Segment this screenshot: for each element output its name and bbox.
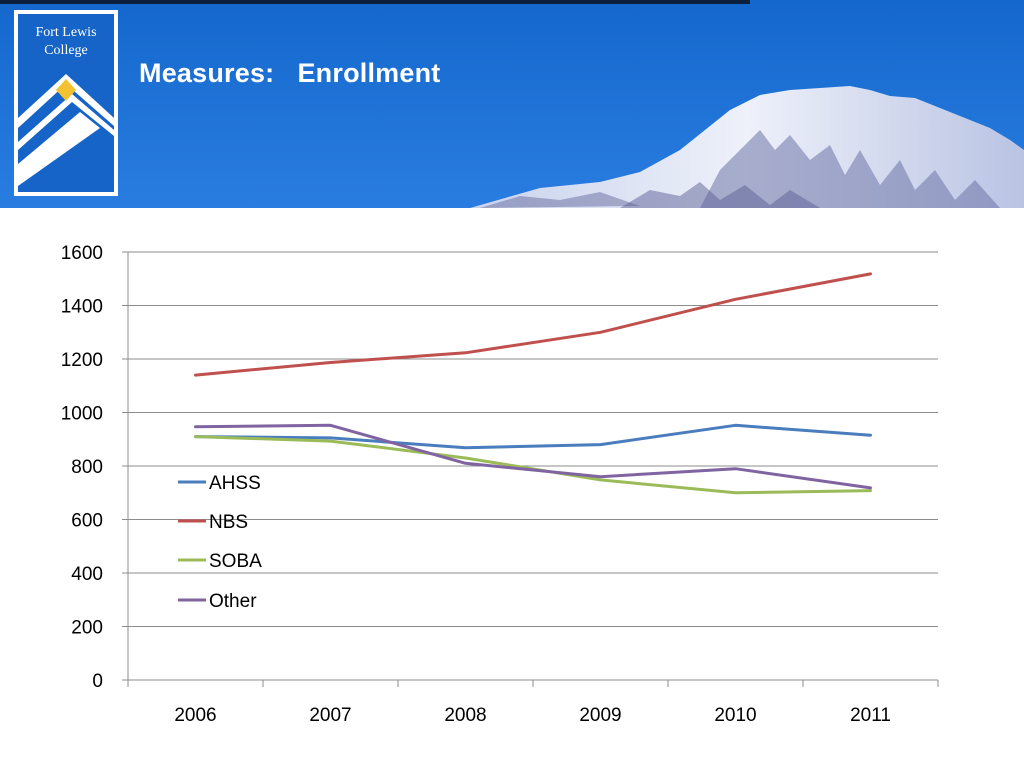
college-logo bbox=[14, 10, 118, 196]
header-banner: Fort Lewis College Measures: Enrollment bbox=[0, 0, 1024, 208]
logo-text: Fort Lewis College bbox=[35, 25, 96, 58]
x-tick-label: 2007 bbox=[309, 705, 351, 726]
y-tick-label: 800 bbox=[71, 457, 103, 478]
legend-label-other: Other bbox=[209, 591, 257, 612]
x-tick-label: 2011 bbox=[850, 705, 891, 726]
x-tick-label: 2009 bbox=[579, 705, 621, 726]
y-tick-label: 0 bbox=[92, 671, 103, 692]
logo-line-1: Fort Lewis bbox=[35, 25, 96, 40]
y-tick-label: 1600 bbox=[61, 243, 103, 264]
y-tick-label: 400 bbox=[71, 564, 103, 585]
y-tick-label: 1000 bbox=[61, 404, 103, 425]
legend-label-nbs: NBS bbox=[209, 512, 248, 533]
series-line-ahss bbox=[194, 423, 872, 450]
legend: AHSS NBS SOBA Other bbox=[178, 473, 262, 612]
series-line-other bbox=[194, 423, 872, 490]
x-tick-label: 2006 bbox=[174, 705, 216, 726]
x-tick-label: 2010 bbox=[714, 705, 756, 726]
series-lines bbox=[194, 272, 872, 495]
y-tick-label: 1200 bbox=[61, 350, 103, 371]
series-line-nbs bbox=[194, 272, 872, 377]
y-tick-label: 200 bbox=[71, 618, 103, 639]
axes bbox=[127, 252, 939, 687]
logo-line-2: College bbox=[44, 43, 88, 58]
legend-label-soba: SOBA bbox=[209, 551, 262, 572]
y-tick-label: 600 bbox=[71, 511, 103, 532]
page-title: Measures: Enrollment bbox=[139, 58, 441, 88]
y-tick-label: 1400 bbox=[61, 297, 103, 318]
grid-lines bbox=[122, 251, 938, 681]
x-tick-label: 2008 bbox=[444, 705, 486, 726]
legend-label-ahss: AHSS bbox=[209, 473, 261, 494]
mountain-banner-image bbox=[0, 0, 1024, 208]
y-tick-labels: 0 200 400 600 800 1000 1200 1400 1600 bbox=[61, 243, 103, 692]
x-tick-labels: 2006 2007 2008 2009 2010 2011 bbox=[174, 705, 891, 726]
